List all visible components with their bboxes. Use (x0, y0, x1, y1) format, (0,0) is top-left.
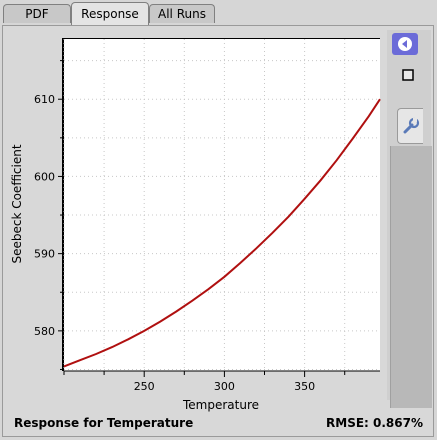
settings-button[interactable] (397, 108, 423, 144)
y-tick-label: 580 (34, 325, 55, 338)
y-tick-label: 600 (34, 170, 55, 183)
series-line (63, 98, 381, 368)
y-tick-label: 590 (34, 248, 55, 261)
wrench-icon (403, 117, 419, 134)
rmse-value: RMSE: 0.867% (326, 416, 423, 430)
tab-pdf[interactable]: PDF (3, 4, 71, 23)
tab-all-runs[interactable]: All Runs (149, 4, 215, 23)
collapse-left-icon (398, 37, 412, 51)
stop-button[interactable] (395, 64, 421, 86)
y-tick-label: 610 (34, 93, 55, 106)
x-tick-label: 350 (294, 380, 315, 393)
stop-square-icon (402, 69, 414, 81)
plot-area[interactable] (62, 38, 380, 371)
tool-strip-track (390, 146, 432, 408)
x-tick-label: 250 (134, 380, 155, 393)
x-tick-label: 300 (214, 380, 235, 393)
x-axis-label: Temperature (182, 398, 259, 412)
response-title: Response for Temperature (14, 416, 194, 430)
y-axis-label: Seebeck Coefficient (10, 144, 24, 263)
axis-ticks: 250 300 350 580 590 600 610 (34, 60, 380, 393)
grid-lines (63, 39, 380, 371)
collapse-button[interactable] (392, 33, 418, 55)
tab-bar: PDF Response All Runs (0, 0, 437, 26)
tab-response[interactable]: Response (71, 2, 149, 25)
